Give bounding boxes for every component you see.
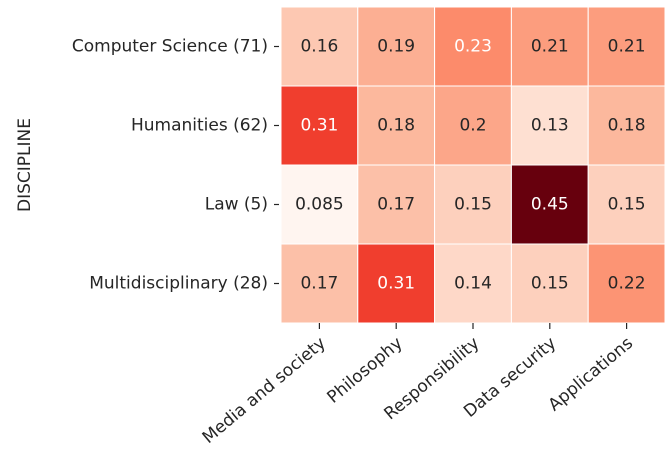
x-tick-label: Applications xyxy=(545,333,638,415)
cell-label: 0.14 xyxy=(454,274,492,294)
cell-label: 0.22 xyxy=(608,274,646,294)
cell-label: 0.18 xyxy=(377,116,415,136)
heatmap-cell xyxy=(587,243,665,324)
cell-label: 0.13 xyxy=(531,116,569,136)
cell-label: 0.18 xyxy=(608,116,646,136)
heatmap-cell xyxy=(587,164,665,245)
heatmap-cell xyxy=(510,164,589,245)
heatmap-cell xyxy=(357,85,436,166)
cell-label: 0.19 xyxy=(377,37,415,57)
cell-label: 0.16 xyxy=(300,37,338,57)
cell-label: 0.45 xyxy=(531,195,569,215)
cell-label: 0.15 xyxy=(454,195,492,215)
heatmap-cell xyxy=(434,164,512,245)
cell-label: 0.23 xyxy=(454,37,492,57)
cell-label: 0.085 xyxy=(295,195,344,215)
heatmap-cell xyxy=(510,6,589,87)
cell-label: 0.15 xyxy=(608,195,646,215)
cell-label: 0.21 xyxy=(531,37,569,57)
heatmap-cell xyxy=(434,6,512,87)
heatmap-cell xyxy=(357,6,436,87)
heatmap-cell xyxy=(280,85,359,166)
y-tick-label: Multidisciplinary (28) xyxy=(89,274,268,294)
y-tick-label: Computer Science (71) xyxy=(72,37,268,57)
cell-label: 0.17 xyxy=(300,274,338,294)
cell-label: 0.21 xyxy=(608,37,646,57)
y-axis-label: DISCIPLINE xyxy=(15,118,35,212)
cell-label: 0.2 xyxy=(459,116,486,136)
heatmap-cell xyxy=(280,6,359,87)
cell-label: 0.15 xyxy=(531,274,569,294)
cell-label: 0.17 xyxy=(377,195,415,215)
cell-label: 0.31 xyxy=(300,116,338,136)
heatmap-cell xyxy=(587,6,665,87)
y-tick-label: Law (5) xyxy=(205,195,268,215)
cell-label: 0.31 xyxy=(377,274,415,294)
heatmap-cell xyxy=(510,243,589,324)
heatmap-cell xyxy=(587,85,665,166)
x-tick-label: Media and society xyxy=(199,333,330,448)
y-tick-label: Humanities (62) xyxy=(131,116,268,136)
